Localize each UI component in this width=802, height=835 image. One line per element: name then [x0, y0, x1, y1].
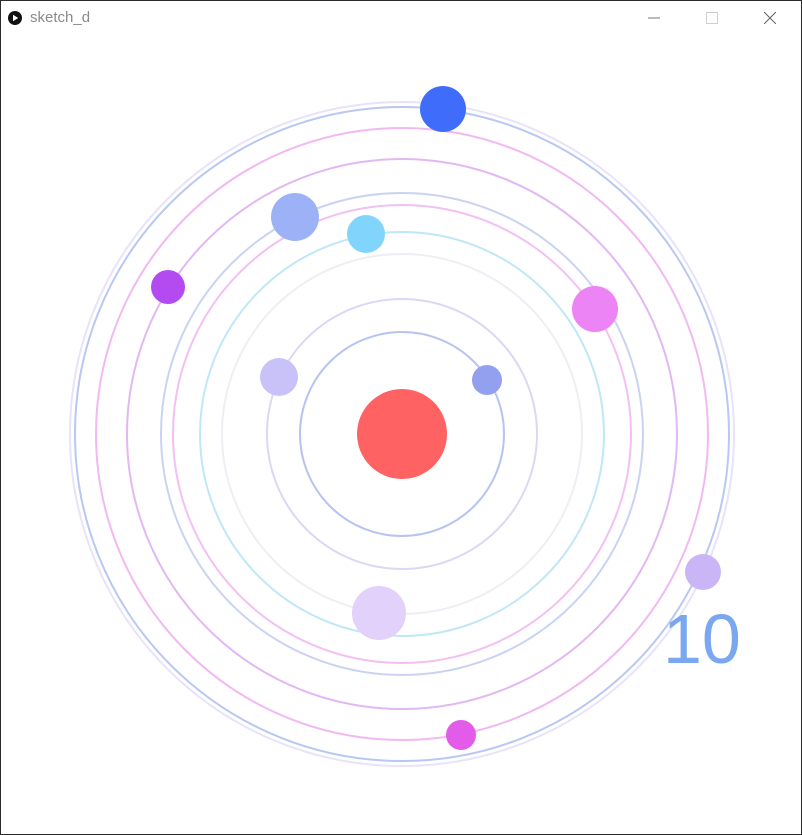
planet-slate-blue [472, 365, 502, 395]
planet-purple [151, 270, 185, 304]
window-title: sketch_d [30, 9, 91, 26]
solar-system [69, 86, 735, 767]
planet-magenta [572, 286, 618, 332]
orbit-2 [299, 331, 505, 537]
sketch-canvas[interactable] [2, 34, 802, 834]
orbits [69, 101, 735, 767]
orbit-7 [160, 192, 644, 676]
orbit-8 [126, 158, 678, 710]
planet-counter: 10 [663, 600, 741, 678]
minimize-icon [648, 17, 660, 19]
planet-blue-top [420, 86, 466, 132]
close-button[interactable] [747, 1, 793, 34]
orbit-10 [74, 106, 730, 762]
maximize-icon [706, 12, 718, 24]
sun [357, 389, 447, 479]
orbit-6 [172, 204, 632, 664]
maximize-button[interactable] [689, 1, 735, 34]
planet-violet-right [685, 554, 721, 590]
minimize-button[interactable] [631, 1, 677, 34]
orbit-3 [266, 298, 538, 570]
orbit-5 [199, 231, 605, 637]
planet-lilac [260, 358, 298, 396]
planet-periwinkle [271, 193, 319, 241]
planet-fuchsia [446, 720, 476, 750]
close-icon [764, 12, 776, 24]
planet-sky [347, 215, 385, 253]
orbit-11 [69, 101, 735, 767]
processing-play-icon [8, 11, 22, 25]
orbit-9 [95, 127, 709, 741]
title-bar[interactable]: sketch_d [1, 1, 801, 34]
planets [151, 86, 721, 750]
planet-pale-lavender [352, 586, 406, 640]
